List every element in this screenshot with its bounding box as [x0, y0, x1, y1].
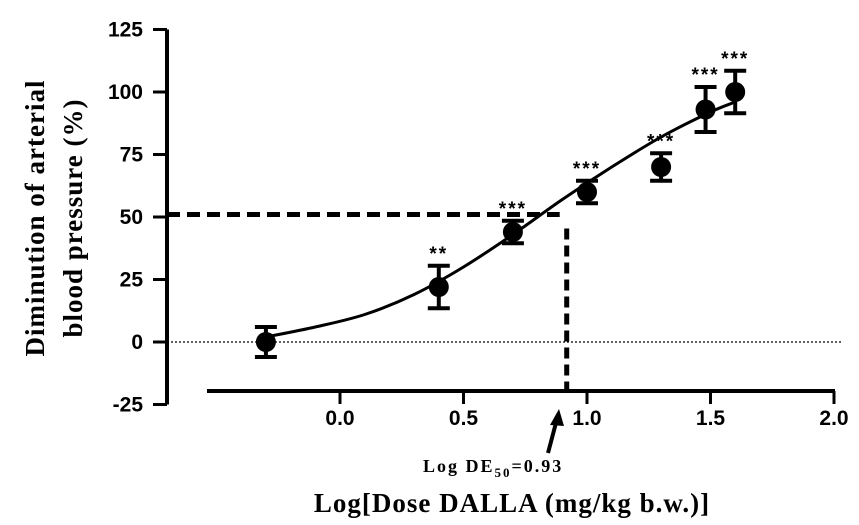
- x-axis-label: Log[Dose DALLA (mg/kg b.w.)]: [314, 488, 710, 518]
- data-point: [651, 157, 672, 177]
- significance-label: ***: [573, 159, 601, 180]
- y-axis-label-line1: Diminution of arterial: [20, 80, 50, 357]
- ed50-arrowhead: [550, 409, 564, 426]
- significance-label: **: [429, 244, 448, 265]
- ed50-label: Log DE50=0.93: [423, 456, 563, 480]
- x-tick-label: 0.5: [449, 407, 479, 430]
- significance-label: ***: [721, 49, 749, 70]
- ed50-annotation: Log DE50=0.93: [423, 409, 564, 480]
- x-tick-label: 2.0: [819, 407, 848, 430]
- y-tick-label: 0: [131, 331, 143, 354]
- y-tick-label: 50: [120, 206, 143, 229]
- x-tick-label: 0.0: [325, 407, 354, 430]
- ed50-label-prefix: Log DE: [423, 456, 495, 476]
- y-axis-label-line2: blood pressure (%): [58, 98, 88, 337]
- data-point: [577, 182, 597, 202]
- data-point: [502, 222, 523, 242]
- data-point: [725, 82, 746, 102]
- y-tick-label: -25: [113, 394, 144, 417]
- data-points: *****************: [254, 49, 749, 359]
- significance-label: ***: [691, 65, 719, 86]
- significance-label: ***: [499, 199, 527, 220]
- y-tick-label: 75: [120, 144, 144, 167]
- ed50-label-value: =0.93: [512, 456, 564, 476]
- significance-label: ***: [647, 131, 675, 152]
- data-point: [695, 99, 716, 120]
- x-tick-label: 1.5: [696, 407, 726, 430]
- y-axis-label: Diminution of arterial blood pressure (%…: [20, 80, 88, 357]
- data-point: [255, 332, 276, 352]
- y-tick-label: 25: [120, 269, 144, 292]
- ed50-label-subscript: 50: [495, 465, 512, 480]
- data-point: [428, 277, 449, 297]
- y-tick-label: 100: [108, 81, 143, 104]
- y-tick-label: 125: [108, 19, 143, 42]
- ed50-guides: [167, 212, 570, 398]
- axes: -25 0 25 50 75 100 125 0.0 0.5 1.0 1.5 2.0: [108, 19, 849, 431]
- x-tick-label: 1.0: [572, 407, 601, 430]
